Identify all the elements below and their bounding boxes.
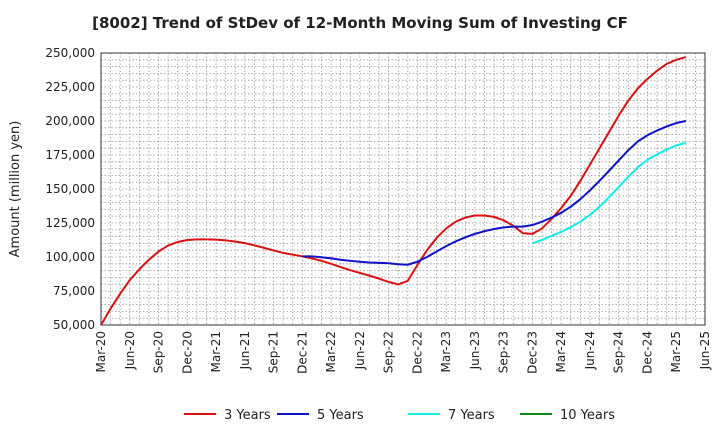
legend-label-7-years: 7 Years bbox=[448, 408, 495, 423]
x-tick-label: Mar-24 bbox=[554, 331, 568, 372]
y-tick-label: 200,000 bbox=[45, 114, 95, 128]
x-tick-label: Sep-22 bbox=[382, 331, 396, 373]
y-tick-label: 125,000 bbox=[45, 216, 95, 230]
x-tick-label: Dec-21 bbox=[295, 331, 309, 374]
x-tick-label: Mar-25 bbox=[669, 331, 683, 372]
x-tick-label: Dec-22 bbox=[410, 331, 424, 374]
x-tick-label: Dec-23 bbox=[525, 331, 539, 374]
x-tick-label: Mar-20 bbox=[94, 331, 108, 372]
legend-label-3-years: 3 Years bbox=[224, 408, 271, 423]
x-tick-label: Jun-21 bbox=[238, 331, 252, 370]
x-tick-label: Mar-22 bbox=[324, 331, 338, 372]
y-tick-label: 50,000 bbox=[53, 318, 95, 332]
x-tick-label: Jun-24 bbox=[583, 331, 597, 370]
y-tick-label: 150,000 bbox=[45, 182, 95, 196]
x-tick-label: Mar-21 bbox=[209, 331, 223, 372]
x-tick-label: Jun-25 bbox=[698, 331, 712, 370]
chart-title: [8002] Trend of StDev of 12-Month Moving… bbox=[92, 14, 628, 32]
series-line-5-years bbox=[302, 120, 687, 266]
y-tick-label: 175,000 bbox=[45, 148, 95, 162]
series-line-3-years bbox=[100, 56, 687, 326]
x-tick-label: Jun-22 bbox=[353, 331, 367, 370]
legend-label-10-years: 10 Years bbox=[560, 408, 615, 423]
y-tick-label: 225,000 bbox=[45, 80, 95, 94]
x-tick-label: Sep-23 bbox=[497, 331, 511, 373]
x-tick-label: Sep-20 bbox=[152, 331, 166, 373]
x-tick-label: Mar-23 bbox=[439, 331, 453, 372]
y-tick-label: 250,000 bbox=[45, 46, 95, 60]
x-tick-label: Sep-24 bbox=[612, 331, 626, 373]
y-axis-label: Amount (million yen) bbox=[8, 121, 23, 258]
legend-label-5-years: 5 Years bbox=[317, 408, 364, 423]
y-tick-label: 75,000 bbox=[53, 284, 95, 298]
plot-frame bbox=[100, 52, 706, 326]
x-tick-label: Sep-21 bbox=[267, 331, 281, 373]
x-tick-label: Dec-20 bbox=[180, 331, 194, 374]
x-tick-label: Jun-23 bbox=[468, 331, 482, 370]
x-tick-label: Dec-24 bbox=[640, 331, 654, 374]
y-tick-label: 100,000 bbox=[45, 250, 95, 264]
x-tick-label: Jun-20 bbox=[123, 331, 137, 370]
series-line-7-years bbox=[532, 141, 687, 245]
